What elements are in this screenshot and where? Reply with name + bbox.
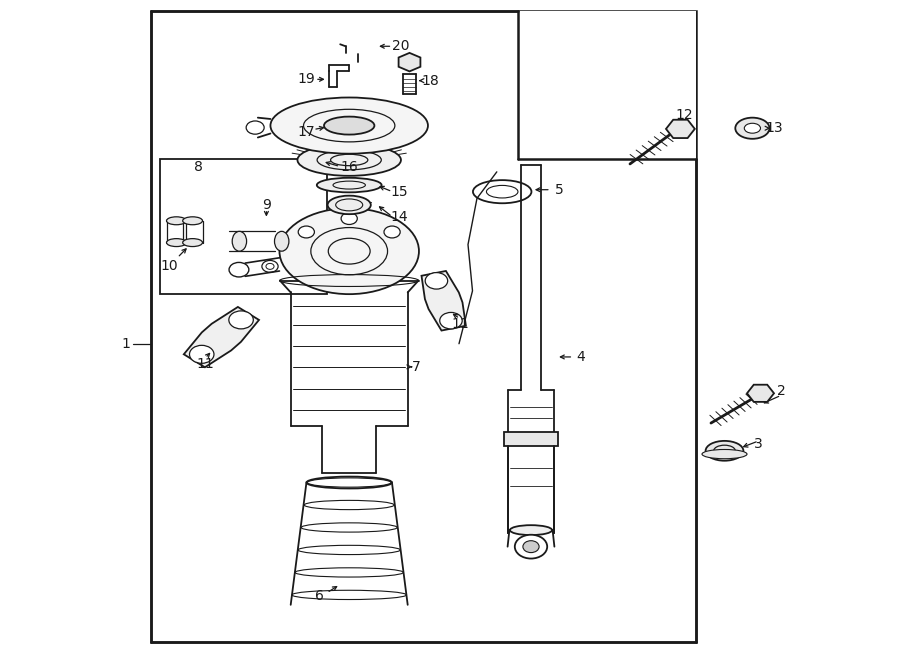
Text: 10: 10 <box>160 258 178 273</box>
Ellipse shape <box>706 441 743 461</box>
Text: 19: 19 <box>297 72 315 87</box>
Ellipse shape <box>183 217 202 225</box>
Ellipse shape <box>232 231 247 251</box>
Ellipse shape <box>317 178 382 192</box>
Ellipse shape <box>270 97 428 153</box>
Text: 11: 11 <box>196 356 214 371</box>
Circle shape <box>523 541 539 553</box>
Ellipse shape <box>279 208 418 294</box>
Bar <box>151 11 696 642</box>
Polygon shape <box>184 307 259 368</box>
Ellipse shape <box>297 144 401 176</box>
Ellipse shape <box>702 449 747 459</box>
Ellipse shape <box>166 217 186 225</box>
Text: 9: 9 <box>262 198 271 212</box>
Ellipse shape <box>328 196 371 214</box>
Circle shape <box>298 226 314 238</box>
Text: 20: 20 <box>392 39 410 54</box>
Text: 13: 13 <box>765 121 783 136</box>
Text: 1: 1 <box>122 336 130 351</box>
Text: 17: 17 <box>297 125 315 139</box>
Text: 3: 3 <box>754 437 763 451</box>
Ellipse shape <box>510 525 552 535</box>
Circle shape <box>341 213 357 225</box>
Bar <box>518 11 696 159</box>
Text: 16: 16 <box>340 159 358 174</box>
Circle shape <box>246 121 265 134</box>
Polygon shape <box>421 271 466 330</box>
Bar <box>504 432 558 446</box>
Circle shape <box>229 311 253 329</box>
Text: 2: 2 <box>777 384 786 399</box>
Ellipse shape <box>324 116 374 135</box>
Text: 6: 6 <box>315 589 324 603</box>
Ellipse shape <box>744 123 760 133</box>
Circle shape <box>190 345 214 364</box>
Ellipse shape <box>274 231 289 251</box>
Ellipse shape <box>183 239 202 247</box>
Text: 8: 8 <box>194 159 202 174</box>
Text: 4: 4 <box>576 350 585 364</box>
Ellipse shape <box>166 239 186 247</box>
Ellipse shape <box>735 118 770 139</box>
Bar <box>160 159 327 294</box>
Circle shape <box>515 535 547 559</box>
Text: 11: 11 <box>451 317 469 331</box>
Circle shape <box>425 272 447 289</box>
Text: 15: 15 <box>391 184 409 199</box>
Text: 18: 18 <box>421 73 439 88</box>
Text: 12: 12 <box>675 108 693 122</box>
Text: 5: 5 <box>555 182 564 197</box>
Circle shape <box>384 226 400 238</box>
Circle shape <box>440 313 463 329</box>
Text: 14: 14 <box>391 210 409 224</box>
Text: 7: 7 <box>411 360 420 374</box>
